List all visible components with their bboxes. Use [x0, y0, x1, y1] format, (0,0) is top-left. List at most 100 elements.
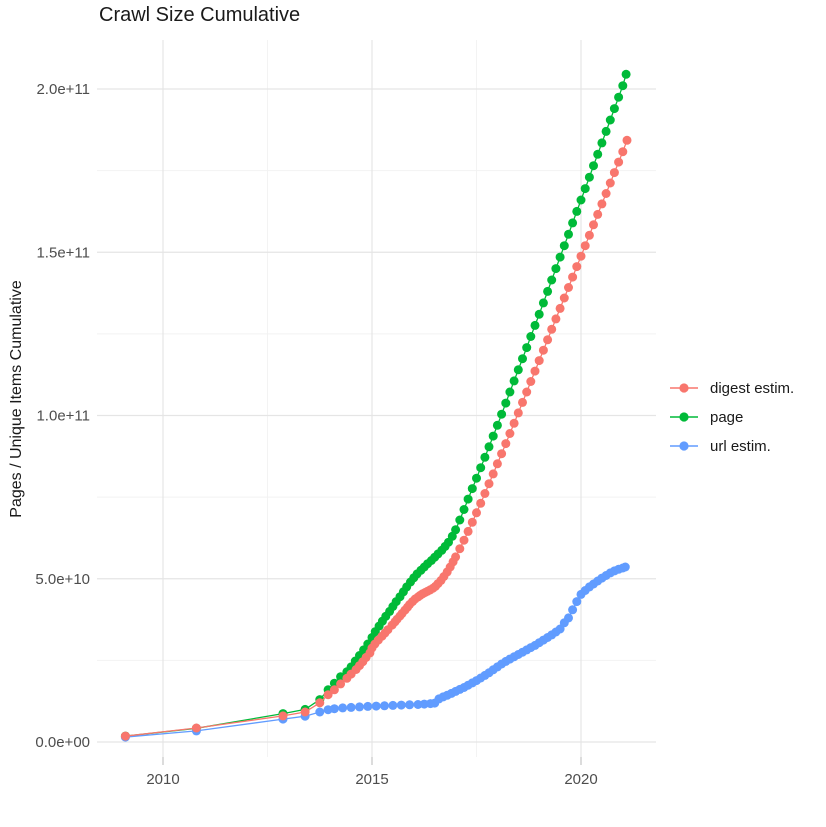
data-point	[455, 544, 465, 554]
data-point	[551, 264, 561, 274]
data-point	[380, 701, 389, 711]
data-point	[572, 262, 582, 272]
data-point	[547, 324, 557, 334]
data-point	[455, 515, 465, 525]
data-point	[605, 115, 615, 125]
data-point	[323, 690, 333, 700]
series-url-estim	[120, 562, 630, 742]
data-point	[363, 701, 373, 711]
data-point	[526, 332, 536, 341]
data-point	[191, 723, 201, 733]
data-point	[568, 272, 578, 282]
data-point	[484, 442, 494, 452]
data-point	[467, 484, 477, 494]
data-point	[505, 429, 515, 438]
data-point	[568, 605, 578, 615]
legend-label: url estim.	[710, 437, 771, 455]
data-point	[451, 525, 461, 535]
data-point	[472, 508, 481, 518]
data-point	[534, 356, 544, 366]
series-line	[125, 566, 626, 738]
data-point	[555, 252, 565, 262]
data-point	[597, 138, 607, 148]
data-point	[497, 449, 507, 459]
legend-key-icon	[670, 412, 698, 422]
x-tick-label: 2020	[564, 771, 597, 788]
data-point	[518, 354, 527, 364]
data-point	[576, 251, 586, 261]
data-point	[618, 81, 628, 91]
data-point	[605, 178, 615, 188]
legend-label: page	[710, 408, 744, 426]
data-point	[463, 494, 473, 504]
data-point	[564, 229, 573, 239]
data-point	[329, 685, 339, 695]
data-point	[534, 309, 544, 319]
data-point	[315, 698, 325, 708]
data-point	[488, 469, 498, 479]
gridlines-major	[97, 40, 656, 757]
data-point	[522, 343, 532, 353]
x-tick-label: 2010	[146, 771, 179, 788]
y-tick-label: 5.0e+10	[35, 571, 90, 588]
data-point	[601, 189, 611, 198]
series-digest-estim	[120, 135, 632, 741]
data-point	[505, 387, 515, 397]
legend-item-page: page	[668, 407, 794, 427]
gridlines-minor	[97, 40, 656, 757]
data-point	[459, 505, 469, 514]
data-point	[509, 418, 519, 428]
data-point	[564, 613, 573, 623]
data-point	[568, 218, 578, 228]
legend: digest estim. page url estim.	[668, 378, 794, 456]
data-point	[480, 489, 490, 498]
data-point	[543, 335, 553, 345]
data-point	[526, 377, 536, 386]
series-page	[120, 69, 631, 741]
data-point	[555, 303, 565, 313]
data-point	[336, 679, 346, 689]
data-point	[620, 562, 630, 572]
chart-title: Crawl Size Cumulative	[99, 4, 301, 26]
data-point	[488, 431, 498, 441]
y-tick-label: 1.5e+11	[36, 244, 90, 261]
data-point	[584, 172, 594, 182]
data-point	[501, 439, 511, 449]
data-point	[518, 397, 527, 407]
data-point	[476, 498, 486, 508]
data-point	[346, 702, 356, 712]
data-point	[589, 220, 598, 230]
data-point	[120, 731, 130, 741]
data-point	[614, 157, 624, 167]
data-point	[388, 700, 398, 710]
data-point	[497, 409, 507, 419]
data-point	[530, 366, 540, 376]
data-point	[601, 126, 611, 136]
data-point	[513, 408, 523, 418]
legend-key-icon	[670, 441, 698, 451]
data-point	[492, 420, 502, 430]
data-point	[480, 452, 490, 462]
data-point	[622, 135, 632, 145]
data-point	[597, 199, 607, 209]
y-tick-label: 1.0e+11	[36, 408, 90, 425]
data-point	[576, 195, 586, 205]
x-tick-label: 2015	[355, 771, 388, 788]
data-point	[580, 184, 590, 194]
data-point	[396, 700, 406, 710]
data-point	[551, 314, 561, 324]
data-point	[593, 149, 603, 159]
data-point	[572, 206, 582, 216]
data-point	[459, 535, 469, 545]
data-point	[559, 293, 569, 303]
data-point	[530, 320, 540, 330]
data-point	[572, 597, 582, 607]
data-point	[614, 92, 624, 102]
data-point	[338, 703, 348, 713]
data-point	[476, 463, 486, 473]
data-point	[564, 283, 573, 292]
data-point	[371, 701, 381, 711]
y-tick-label: 2.0e+11	[36, 81, 90, 98]
